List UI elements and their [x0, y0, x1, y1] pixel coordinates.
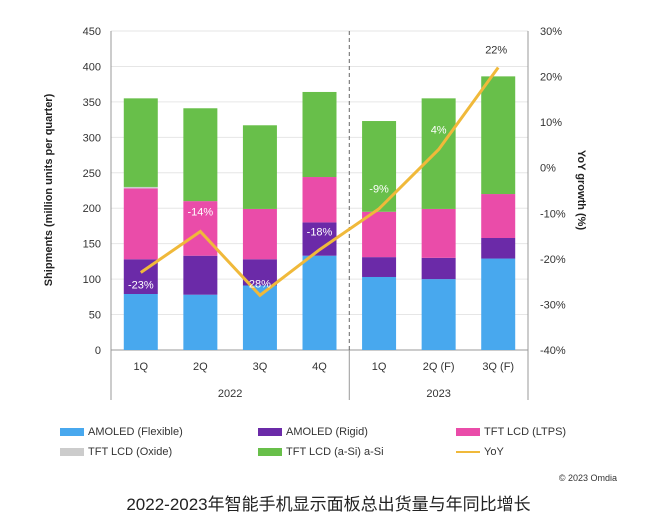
chart: 0 50 100 150 200 250 300 350 400 450 -40% -30% -20% -… [43, 26, 587, 400]
y-tick-label: 0 [95, 345, 101, 357]
legend-swatch [456, 428, 480, 436]
legend-swatch [258, 448, 282, 456]
y-tick-label: 250 [83, 168, 101, 180]
x-tick-label: 3Q [253, 361, 268, 373]
legend-swatch [456, 451, 480, 453]
legend-label: AMOLED (Flexible) [88, 426, 183, 438]
bar-segment [183, 255, 218, 295]
y-axis-title: Shipments (million units per quarter) [43, 93, 55, 286]
bar-segment [183, 108, 218, 202]
bar-segment [302, 255, 337, 350]
yoy-line [139, 66, 500, 298]
legend-item: AMOLED (Rigid) [258, 426, 368, 438]
bar-segment [362, 257, 397, 277]
legend-label: TFT LCD (Oxide) [88, 446, 173, 458]
y2-tick-label: 20% [540, 72, 562, 84]
x-tick-label: 3Q (F) [482, 361, 514, 373]
yoy-data-label: 28% [249, 278, 271, 290]
legend-item: TFT LCD (LTPS) [456, 426, 566, 438]
legend-item: AMOLED (Flexible) [60, 426, 183, 438]
bar-segment [123, 98, 158, 187]
legend-swatch [60, 428, 84, 436]
yoy-data-label: 22% [485, 44, 507, 56]
legend-label: TFT LCD (a-Si) a-Si [286, 446, 384, 458]
group-label: 2023 [426, 388, 450, 400]
bar-segment [123, 293, 158, 350]
bar-segment [421, 279, 456, 350]
legend-swatch [60, 448, 84, 456]
x-tick-label: 1Q [133, 361, 148, 373]
yoy-data-label: -9% [369, 184, 389, 196]
bar-segment [183, 294, 218, 350]
bar-segment [421, 257, 456, 280]
bar-segment [481, 76, 516, 195]
y-tick-label: 50 [89, 310, 101, 322]
bar-segment [421, 208, 456, 258]
y2-tick-label: 30% [540, 26, 562, 38]
x-tick-label: 2Q [193, 361, 208, 373]
bar-segment [302, 177, 337, 223]
bar-segment [242, 125, 277, 209]
group-label: 2022 [218, 388, 242, 400]
y-tick-label: 150 [83, 239, 101, 251]
y2-tick-label: 10% [540, 117, 562, 129]
bar-segment [421, 98, 456, 209]
x-tick-label: 2Q (F) [423, 361, 455, 373]
legend-label: TFT LCD (LTPS) [484, 426, 567, 438]
y-tick-label: 400 [83, 61, 101, 73]
yoy-data-label: 4% [431, 124, 447, 136]
copyright: © 2023 Omdia [558, 473, 617, 483]
legend-item: TFT LCD (Oxide) [60, 446, 172, 458]
y2-tick-label: -30% [540, 299, 566, 311]
legend-label: YoY [484, 446, 504, 458]
bar-segment [123, 188, 158, 260]
bar-segment [123, 186, 158, 189]
y2-tick-label: 0% [540, 163, 556, 175]
legend-label: AMOLED (Rigid) [286, 426, 368, 438]
y2-tick-label: -10% [540, 208, 566, 220]
legend-item: YoY [456, 446, 504, 458]
y-tick-label: 450 [83, 26, 101, 38]
y2-tick-label: -20% [540, 254, 566, 266]
legend-swatch [258, 428, 282, 436]
bar-segment [302, 91, 337, 178]
yoy-data-label: -18% [307, 227, 333, 239]
bar-segment [481, 194, 516, 238]
bar-segment [183, 201, 218, 256]
bar-segment [362, 211, 397, 258]
x-tick-label: 1Q [372, 361, 387, 373]
bar-segment [481, 237, 516, 259]
y2-tick-label: -40% [540, 345, 566, 357]
caption: 2022-2023年智能手机显示面板总出货量与年同比增长 [126, 495, 531, 514]
bar-segment [242, 208, 277, 260]
y-tick-label: 350 [83, 97, 101, 109]
bar-segment [481, 258, 516, 350]
y-tick-label: 100 [83, 274, 101, 286]
legend-item: TFT LCD (a-Si) a-Si [258, 446, 384, 458]
y-tick-label: 200 [83, 203, 101, 215]
yoy-data-label: -14% [188, 207, 214, 219]
y2-axis-title: YoY growth (%) [575, 150, 587, 231]
yoy-data-label: -23% [128, 280, 154, 292]
x-tick-label: 4Q [312, 361, 327, 373]
y-tick-label: 300 [83, 132, 101, 144]
bar-segment [362, 276, 397, 350]
